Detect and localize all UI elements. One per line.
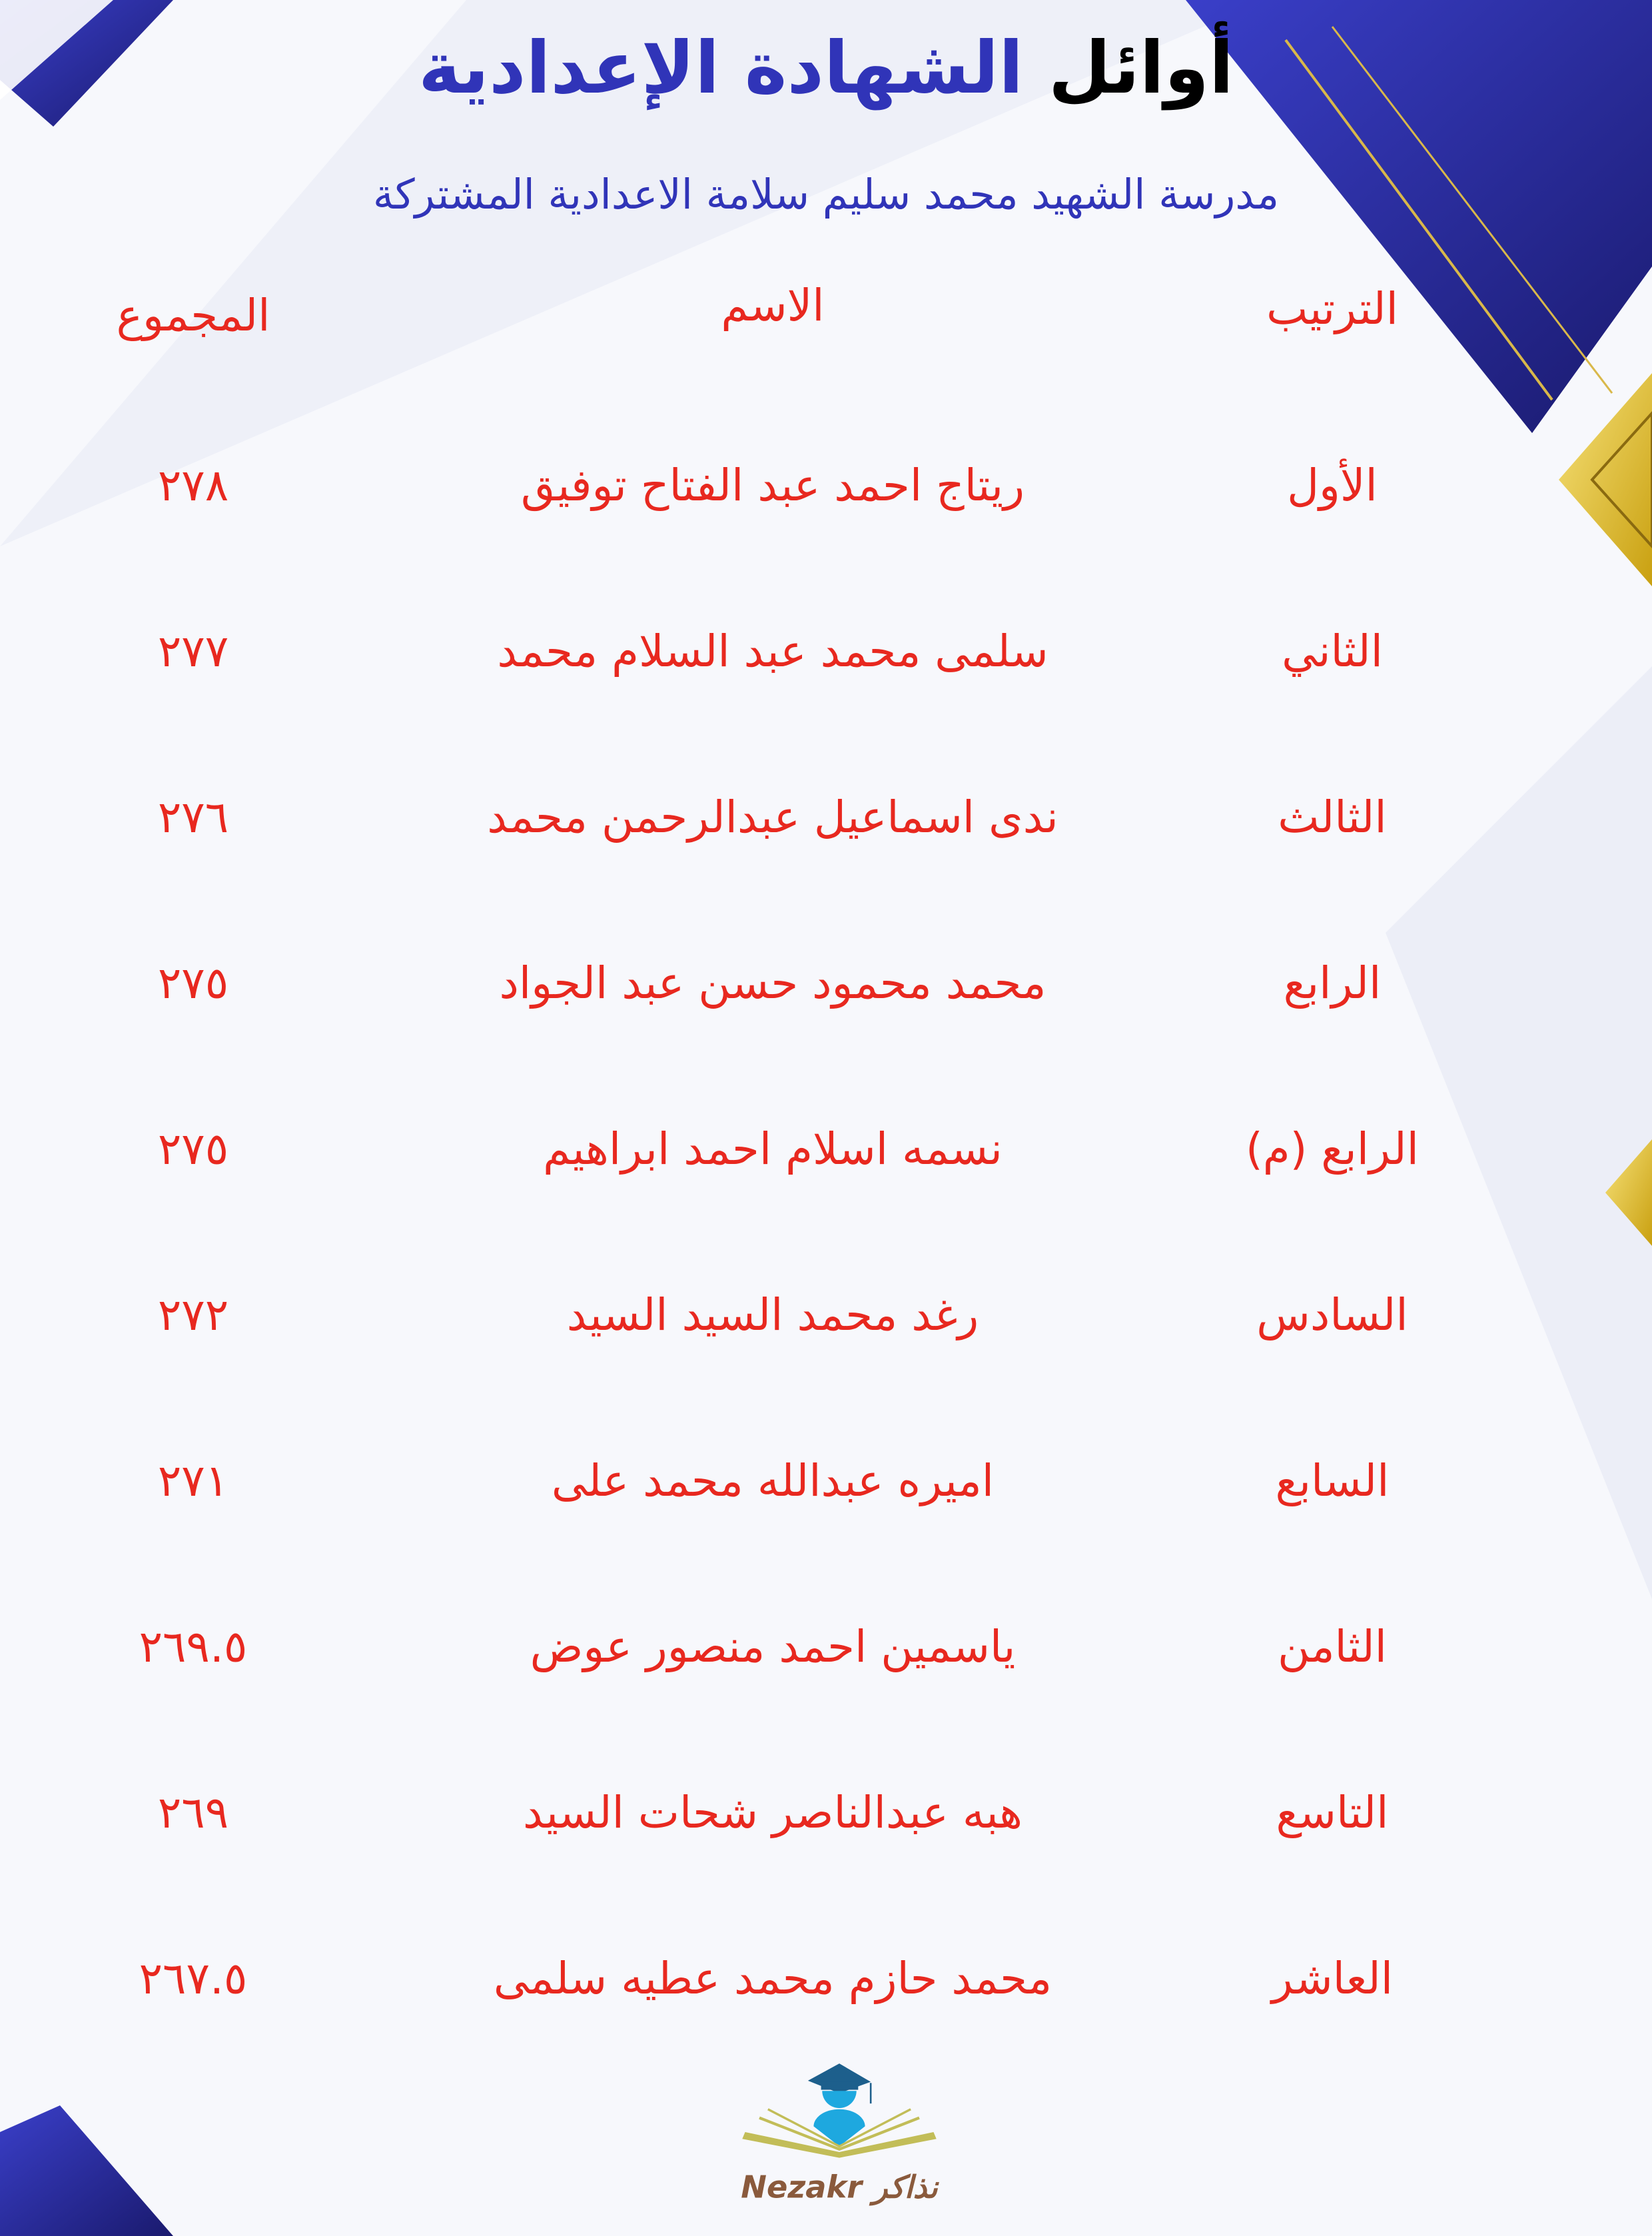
row-rank: العاشر	[1271, 1953, 1394, 2004]
header-rank: الترتيب	[1266, 283, 1398, 334]
row-total: ٢٧٧	[157, 626, 229, 677]
row-total: ٢٧١	[157, 1455, 229, 1506]
row-name: سلمى محمد عبد السلام محمد	[497, 626, 1048, 677]
school-name: مدرسة الشهيد محمد سليم سلامة الاعدادية ا…	[372, 170, 1280, 219]
row-total: ٢٧٢	[157, 1289, 229, 1341]
title-part1: أوائل	[1048, 27, 1234, 110]
row-rank: السابع	[1275, 1455, 1390, 1506]
row-total: ٢٦٩.٥	[139, 1621, 248, 1672]
row-name: رغد محمد السيد السيد	[566, 1289, 979, 1341]
row-rank: الثاني	[1282, 626, 1383, 677]
row-name: ندى اسماعيل عبدالرحمن محمد	[487, 792, 1058, 843]
row-total: ٢٦٩	[157, 1787, 229, 1838]
row-rank: الثامن	[1277, 1621, 1388, 1672]
nezakr-logo: Nezakr نذاكر	[741, 2063, 940, 2207]
row-total: ٢٧٥	[157, 1123, 229, 1175]
row-rank: الأول	[1287, 460, 1378, 511]
title-part2: الشهادة الإعدادية	[418, 27, 1024, 110]
row-total: ٢٧٦	[157, 792, 229, 843]
row-name: محمد حازم محمد عطيه سلمى	[493, 1953, 1052, 2004]
header-name: الاسم	[721, 280, 825, 331]
svg-text:Nezakr نذاكر: Nezakr نذاكر	[741, 2169, 940, 2207]
row-total: ٢٦٧.٥	[139, 1953, 248, 2004]
row-rank: الثالث	[1278, 792, 1387, 843]
row-rank: الرابع (م)	[1245, 1123, 1420, 1175]
row-rank: السادس	[1256, 1289, 1408, 1341]
header-total: المجموع	[116, 290, 270, 341]
row-name: نسمه اسلام احمد ابراهيم	[543, 1123, 1003, 1175]
row-rank: الرابع	[1283, 957, 1382, 1009]
row-name: ياسمين احمد منصور عوض	[530, 1621, 1016, 1672]
row-total: ٢٧٨	[157, 460, 229, 511]
row-total: ٢٧٥	[157, 957, 229, 1009]
row-name: هبه عبدالناصر شحات السيد	[523, 1787, 1023, 1838]
row-name: محمد محمود حسن عبد الجواد	[499, 957, 1046, 1009]
row-name: اميره عبدالله محمد على	[551, 1455, 995, 1506]
page-title: أوائل الشهادة الإعدادية	[0, 27, 1652, 110]
row-name: ريتاج احمد عبد الفتاح توفيق	[520, 460, 1025, 511]
row-rank: التاسع	[1276, 1787, 1389, 1838]
